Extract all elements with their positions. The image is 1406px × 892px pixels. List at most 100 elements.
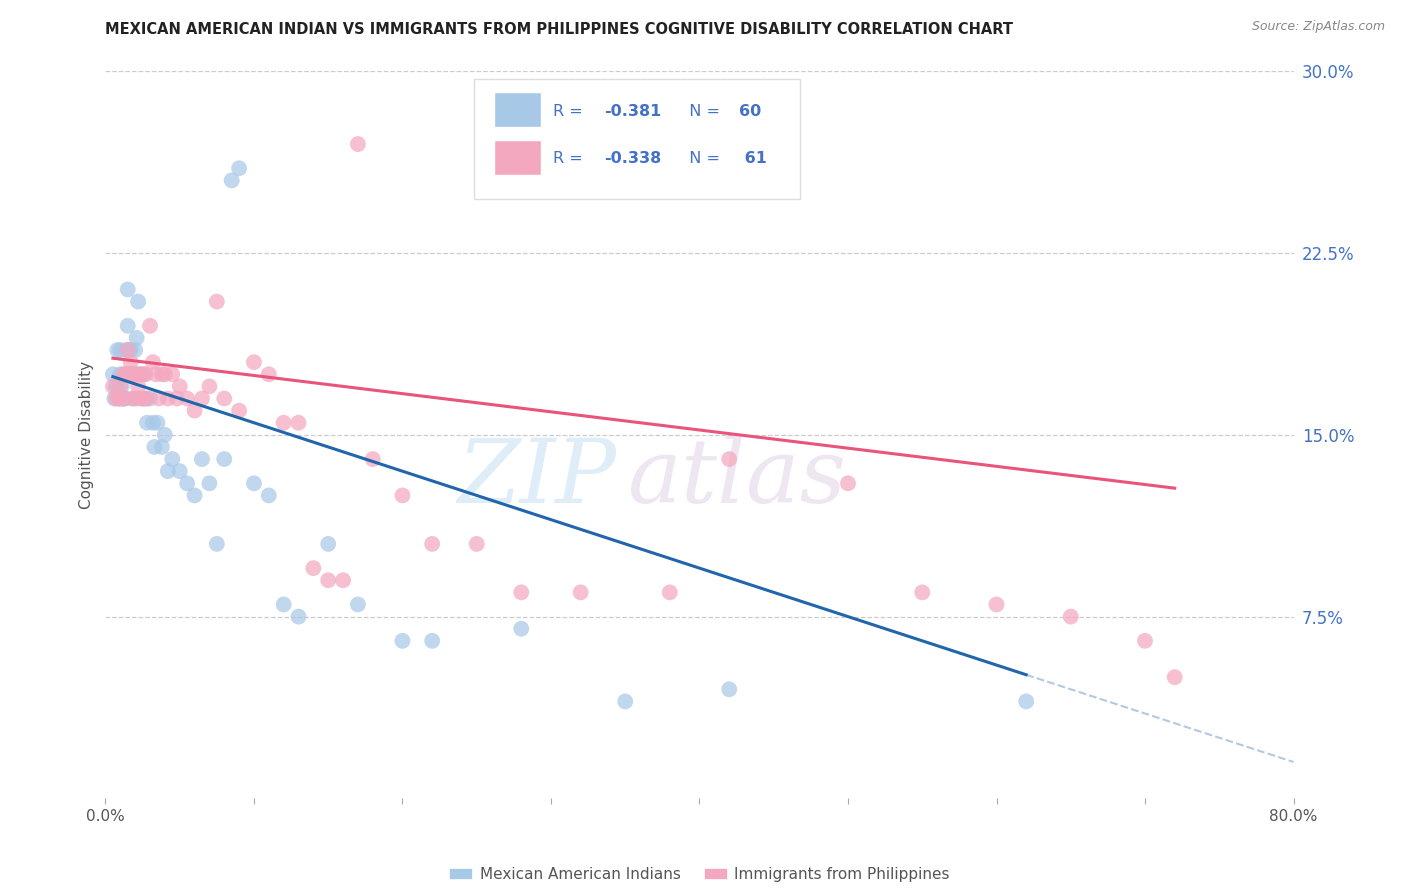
FancyBboxPatch shape	[494, 140, 541, 175]
Point	[150, 368, 173, 382]
Point	[108, 392, 131, 406]
Point	[110, 343, 132, 357]
Point	[142, 416, 165, 430]
Point	[128, 368, 150, 382]
Point	[420, 633, 443, 648]
Point	[257, 488, 280, 502]
Point	[131, 368, 153, 382]
Point	[146, 416, 169, 430]
Point	[103, 392, 125, 406]
Point	[142, 355, 165, 369]
Point	[214, 452, 236, 467]
Point	[120, 343, 142, 357]
Point	[132, 392, 155, 406]
Point	[122, 392, 145, 406]
Text: Source: ZipAtlas.com: Source: ZipAtlas.com	[1251, 20, 1385, 33]
Point	[198, 476, 221, 491]
Text: MEXICAN AMERICAN INDIAN VS IMMIGRANTS FROM PHILIPPINES COGNITIVE DISABILITY CORR: MEXICAN AMERICAN INDIAN VS IMMIGRANTS FR…	[105, 22, 1014, 37]
Point	[658, 585, 681, 599]
Point	[287, 609, 309, 624]
Point	[391, 488, 413, 502]
Point	[117, 318, 139, 333]
Point	[156, 464, 179, 478]
Point	[110, 368, 132, 382]
Point	[121, 368, 143, 382]
Point	[129, 392, 152, 406]
Point	[347, 598, 370, 612]
Point	[166, 392, 188, 406]
Text: N =: N =	[679, 151, 725, 166]
Point	[104, 392, 127, 406]
Point	[108, 392, 131, 406]
Point	[162, 452, 184, 467]
Point	[465, 537, 488, 551]
Point	[205, 294, 228, 309]
FancyBboxPatch shape	[494, 93, 541, 128]
Point	[150, 440, 173, 454]
Point	[114, 368, 136, 382]
Point	[101, 379, 124, 393]
Point	[1060, 609, 1083, 624]
Point	[614, 694, 637, 708]
Point	[101, 368, 124, 382]
Text: -0.381: -0.381	[605, 103, 662, 119]
Text: R =: R =	[554, 103, 588, 119]
Point	[316, 537, 339, 551]
Point	[287, 416, 309, 430]
Point	[257, 368, 280, 382]
Point	[117, 343, 139, 357]
Point	[139, 392, 162, 406]
Point	[228, 161, 250, 176]
FancyBboxPatch shape	[474, 78, 800, 199]
Point	[120, 355, 142, 369]
Point	[214, 392, 236, 406]
Point	[127, 379, 149, 393]
Point	[302, 561, 325, 575]
Point	[124, 368, 146, 382]
Text: ZIP: ZIP	[457, 435, 616, 522]
Point	[114, 392, 136, 406]
Point	[148, 392, 170, 406]
Point	[145, 368, 167, 382]
Point	[115, 368, 138, 382]
Point	[122, 368, 145, 382]
Point	[169, 464, 191, 478]
Point	[153, 428, 176, 442]
Legend: Mexican American Indians, Immigrants from Philippines: Mexican American Indians, Immigrants fro…	[443, 861, 956, 888]
Point	[1015, 694, 1038, 708]
Point	[121, 392, 143, 406]
Text: 61: 61	[738, 151, 766, 166]
Point	[111, 392, 134, 406]
Point	[510, 585, 533, 599]
Point	[332, 573, 354, 587]
Point	[156, 392, 179, 406]
Point	[191, 392, 214, 406]
Y-axis label: Cognitive Disability: Cognitive Disability	[79, 360, 94, 509]
Point	[361, 452, 384, 467]
Point	[110, 379, 132, 393]
Point	[718, 682, 741, 697]
Text: -0.338: -0.338	[605, 151, 662, 166]
Point	[176, 476, 198, 491]
Point	[124, 343, 146, 357]
Point	[243, 355, 266, 369]
Point	[143, 440, 166, 454]
Point	[221, 173, 243, 187]
Point	[110, 392, 132, 406]
Point	[132, 368, 155, 382]
Point	[114, 392, 136, 406]
Point	[136, 416, 159, 430]
Point	[1133, 633, 1156, 648]
Point	[135, 368, 157, 382]
Point	[111, 379, 134, 393]
Point	[391, 633, 413, 648]
Point	[347, 136, 370, 151]
Point	[273, 416, 295, 430]
Point	[112, 392, 135, 406]
Point	[117, 282, 139, 296]
Point	[112, 368, 135, 382]
Text: atlas: atlas	[628, 435, 848, 522]
Point	[510, 622, 533, 636]
Point	[118, 343, 141, 357]
Point	[135, 392, 157, 406]
